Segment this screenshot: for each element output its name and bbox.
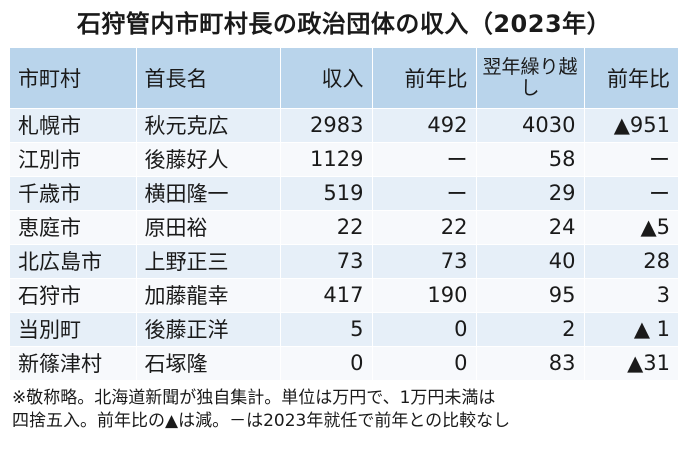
cell-carryover-yoy: ー (584, 142, 678, 177)
cell-income-yoy: 0 (372, 312, 477, 347)
cell-municipality: 恵庭市 (10, 210, 137, 245)
cell-carryover-yoy: ▲31 (584, 346, 678, 381)
table-header-row: 市町村 首長名 収入 前年比 翌年繰り越し 前年比 (10, 48, 678, 109)
table-row: 石狩市 加藤龍幸 417 190 95 3 (10, 278, 678, 313)
cell-income: 417 (280, 278, 373, 313)
income-table: 市町村 首長名 収入 前年比 翌年繰り越し 前年比 札幌市 秋元克広 2983 … (10, 48, 678, 381)
cell-carryover: 58 (476, 142, 585, 177)
cell-income: 22 (280, 210, 373, 245)
cell-carryover: 24 (476, 210, 585, 245)
cell-mayor: 原田裕 (136, 210, 281, 245)
table-row: 当別町 後藤正洋 5 0 2 ▲ 1 (10, 312, 678, 347)
cell-carryover-yoy: 3 (584, 278, 678, 313)
cell-income: 519 (280, 176, 373, 211)
cell-income-yoy: ー (372, 142, 477, 177)
footnote-line: ※敬称略。北海道新聞が独自集計。単位は万円で、1万円未満は (12, 387, 496, 408)
cell-mayor: 後藤正洋 (136, 312, 281, 347)
cell-carryover: 40 (476, 244, 585, 279)
cell-income-yoy: 492 (372, 108, 477, 143)
cell-mayor: 後藤好人 (136, 142, 281, 177)
cell-income-yoy: 22 (372, 210, 477, 245)
cell-mayor: 加藤龍幸 (136, 278, 281, 313)
cell-income: 2983 (280, 108, 373, 143)
footnote-line: 四捨五入。前年比の▲は減。－は2023年就任で前年との比較なし (12, 410, 511, 431)
cell-mayor: 秋元克広 (136, 108, 281, 143)
cell-carryover-yoy: 28 (584, 244, 678, 279)
table-title: 石狩管内市町村長の政治団体の収入（2023年） (76, 10, 612, 38)
header-municipality: 市町村 (10, 48, 137, 109)
cell-income-yoy: 0 (372, 346, 477, 381)
cell-carryover: 83 (476, 346, 585, 381)
cell-carryover: 95 (476, 278, 585, 313)
header-mayor: 首長名 (136, 48, 281, 109)
cell-municipality: 札幌市 (10, 108, 137, 143)
header-income: 収入 (280, 48, 373, 109)
cell-income: 73 (280, 244, 373, 279)
cell-carryover-yoy: ー (584, 176, 678, 211)
cell-income: 1129 (280, 142, 373, 177)
cell-carryover: 29 (476, 176, 585, 211)
cell-income: 0 (280, 346, 373, 381)
header-carryover-yoy: 前年比 (584, 48, 678, 109)
table-row: 千歳市 横田隆一 519 ー 29 ー (10, 176, 678, 211)
cell-mayor: 上野正三 (136, 244, 281, 279)
table-row: 札幌市 秋元克広 2983 492 4030 ▲951 (10, 108, 678, 143)
cell-municipality: 当別町 (10, 312, 137, 347)
cell-mayor: 横田隆一 (136, 176, 281, 211)
cell-carryover: 4030 (476, 108, 585, 143)
cell-income-yoy: ー (372, 176, 477, 211)
table-row: 恵庭市 原田裕 22 22 24 ▲5 (10, 210, 678, 245)
table-row: 新篠津村 石塚隆 0 0 83 ▲31 (10, 346, 678, 381)
cell-income-yoy: 73 (372, 244, 477, 279)
cell-carryover-yoy: ▲951 (584, 108, 678, 143)
cell-municipality: 千歳市 (10, 176, 137, 211)
cell-municipality: 新篠津村 (10, 346, 137, 381)
cell-municipality: 江別市 (10, 142, 137, 177)
cell-income-yoy: 190 (372, 278, 477, 313)
cell-carryover: 2 (476, 312, 585, 347)
table-row: 北広島市 上野正三 73 73 40 28 (10, 244, 678, 279)
cell-carryover-yoy: ▲5 (584, 210, 678, 245)
table-row: 江別市 後藤好人 1129 ー 58 ー (10, 142, 678, 177)
footnote: ※敬称略。北海道新聞が独自集計。単位は万円で、1万円未満は 四捨五入。前年比の▲… (10, 387, 678, 433)
header-carryover: 翌年繰り越し (476, 48, 585, 109)
cell-mayor: 石塚隆 (136, 346, 281, 381)
cell-carryover-yoy: ▲ 1 (584, 312, 678, 347)
cell-municipality: 北広島市 (10, 244, 137, 279)
cell-income: 5 (280, 312, 373, 347)
header-income-yoy: 前年比 (372, 48, 477, 109)
cell-municipality: 石狩市 (10, 278, 137, 313)
